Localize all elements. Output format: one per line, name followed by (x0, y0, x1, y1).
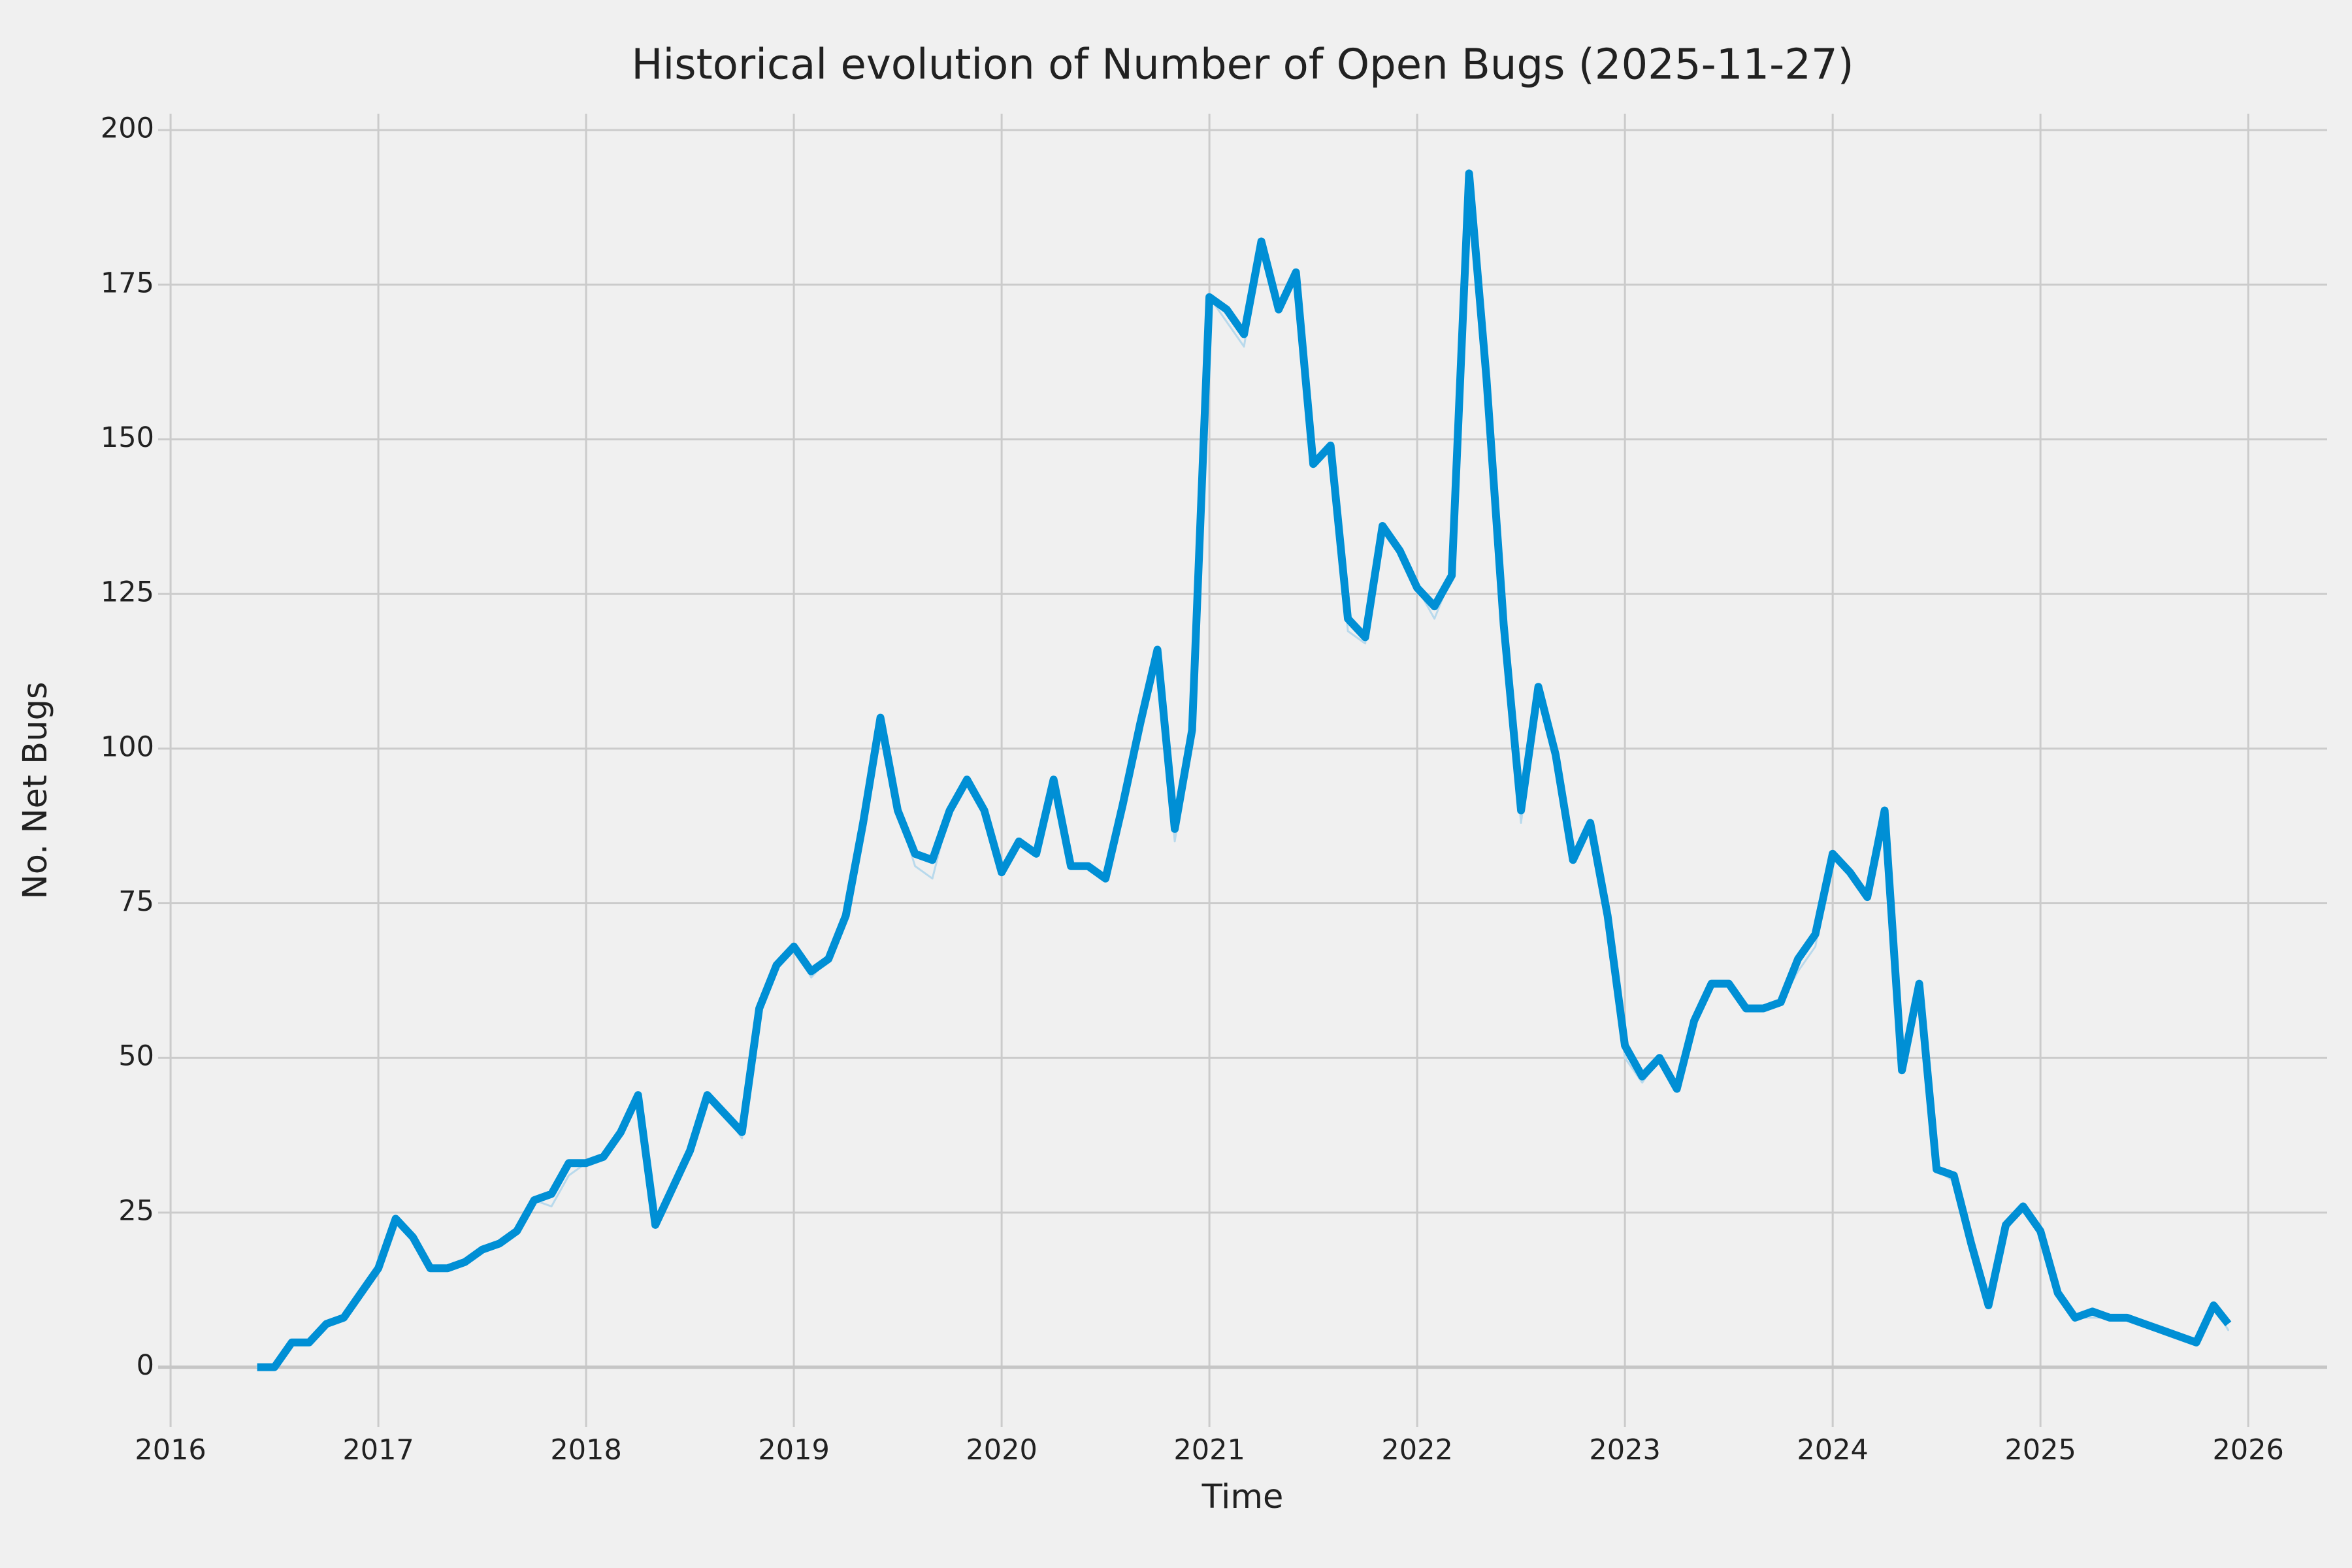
x-tick-label-2024: 2024 (1797, 1434, 1868, 1467)
open-bugs-line (257, 169, 2232, 1371)
x-tick-label-2022: 2022 (1381, 1434, 1452, 1467)
x-tick-label-2019: 2019 (758, 1434, 829, 1467)
y-tick-label-125: 125 (101, 576, 154, 609)
x-tick-label-2023: 2023 (1589, 1434, 1660, 1467)
y-tick-label-75: 75 (118, 885, 154, 918)
y-tick-label-150: 150 (101, 421, 154, 454)
series-layer (256, 169, 2232, 1371)
x-tick-label-2026: 2026 (2212, 1434, 2283, 1467)
x-tick-label-2018: 2018 (550, 1434, 621, 1467)
y-tick-label-25: 25 (118, 1194, 154, 1227)
x-tick-label-2025: 2025 (2004, 1434, 2076, 1467)
x-tick-label-2020: 2020 (966, 1434, 1037, 1467)
y-axis-label: No. Net Bugs (16, 682, 55, 900)
x-axis-label: Time (1201, 1478, 1284, 1516)
y-tick-label-175: 175 (101, 267, 154, 299)
y-tick-label-200: 200 (101, 112, 154, 145)
chart-title: Historical evolution of Number of Open B… (631, 41, 1854, 90)
y-tick-label-100: 100 (101, 730, 154, 763)
y-tick-label-50: 50 (118, 1040, 154, 1073)
x-tick-label-2016: 2016 (135, 1434, 206, 1467)
label-layer: 2016 2017 2018 2019 2020 2021 2022 2023 2024 2025… (16, 41, 2284, 1516)
x-tick-label-2021: 2021 (1173, 1434, 1245, 1467)
y-tick-label-0: 0 (137, 1349, 154, 1382)
x-tick-label-2017: 2017 (342, 1434, 414, 1467)
